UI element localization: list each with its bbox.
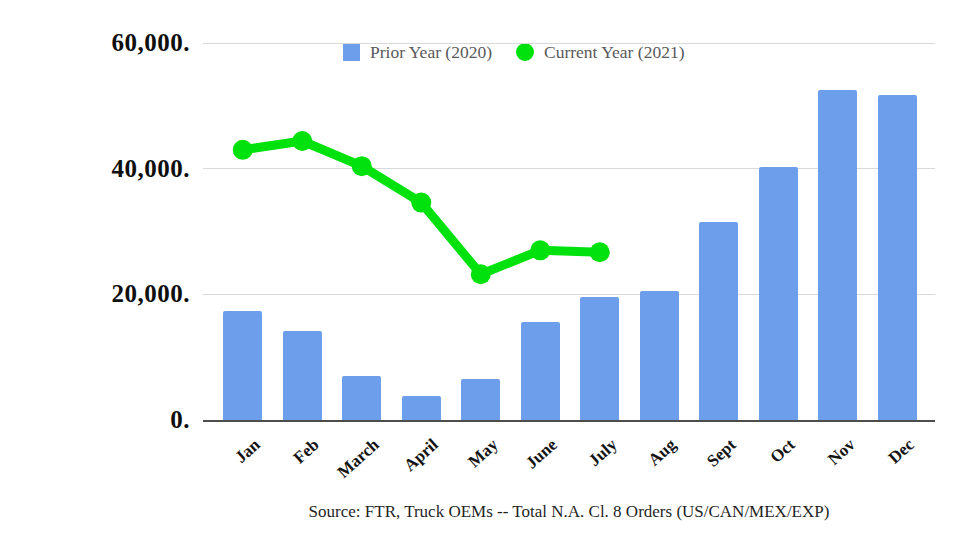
line-series <box>203 43 935 420</box>
y-tick-label: 20,000. <box>40 278 190 310</box>
y-tick-label: 60,000. <box>40 27 190 59</box>
y-axis: 0. 20,000. 40,000. 60,000. <box>40 0 190 470</box>
data-point-june <box>530 240 550 260</box>
data-point-jan <box>233 140 253 160</box>
x-axis: JanFebMarchAprilMayJuneJulyAugSeptOctNov… <box>203 429 935 501</box>
plot-area <box>203 43 935 422</box>
source-note: Source: FTR, Truck OEMs -- Total N.A. Cl… <box>203 502 935 522</box>
data-point-may <box>471 264 491 284</box>
chart-canvas: Prior Year (2020)Current Year (2021) 0.2… <box>0 0 980 552</box>
data-point-feb <box>292 131 312 151</box>
y-tick-label: 0. <box>40 404 190 436</box>
data-point-april <box>411 193 431 213</box>
y-tick-label: 40,000. <box>40 153 190 185</box>
data-point-march <box>352 156 372 176</box>
data-point-july <box>590 242 610 262</box>
